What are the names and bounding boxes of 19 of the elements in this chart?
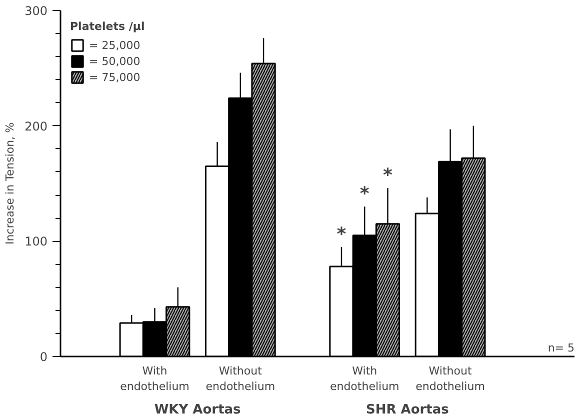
annotation: n= 5 xyxy=(548,342,575,354)
y-tick-label: 200 xyxy=(24,119,48,134)
x-tick-label: Without endothelium xyxy=(416,364,485,394)
x-tick-label: With endothelium xyxy=(120,364,190,394)
x-tick-label: Without endothelium xyxy=(206,364,276,394)
data-label: * xyxy=(336,224,347,245)
y-tick-label: 300 xyxy=(24,4,48,18)
x-tick-label: With endothelium xyxy=(330,364,400,394)
y-axis-title: Increase in Tension, % xyxy=(4,122,17,245)
y-tick-label: 0 xyxy=(40,350,48,364)
legend-label: = 50,000 xyxy=(89,54,140,68)
text: WKY Aortas xyxy=(154,402,242,418)
y-tick-label: 100 xyxy=(24,234,48,249)
data-label: * xyxy=(383,165,394,186)
legend-label: = 75,000 xyxy=(89,70,140,84)
text: SHR Aortas xyxy=(366,402,450,418)
legend-title: Platelets /µl xyxy=(70,20,145,33)
data-label: * xyxy=(360,184,370,205)
legend-label: = 25,000 xyxy=(89,38,140,52)
